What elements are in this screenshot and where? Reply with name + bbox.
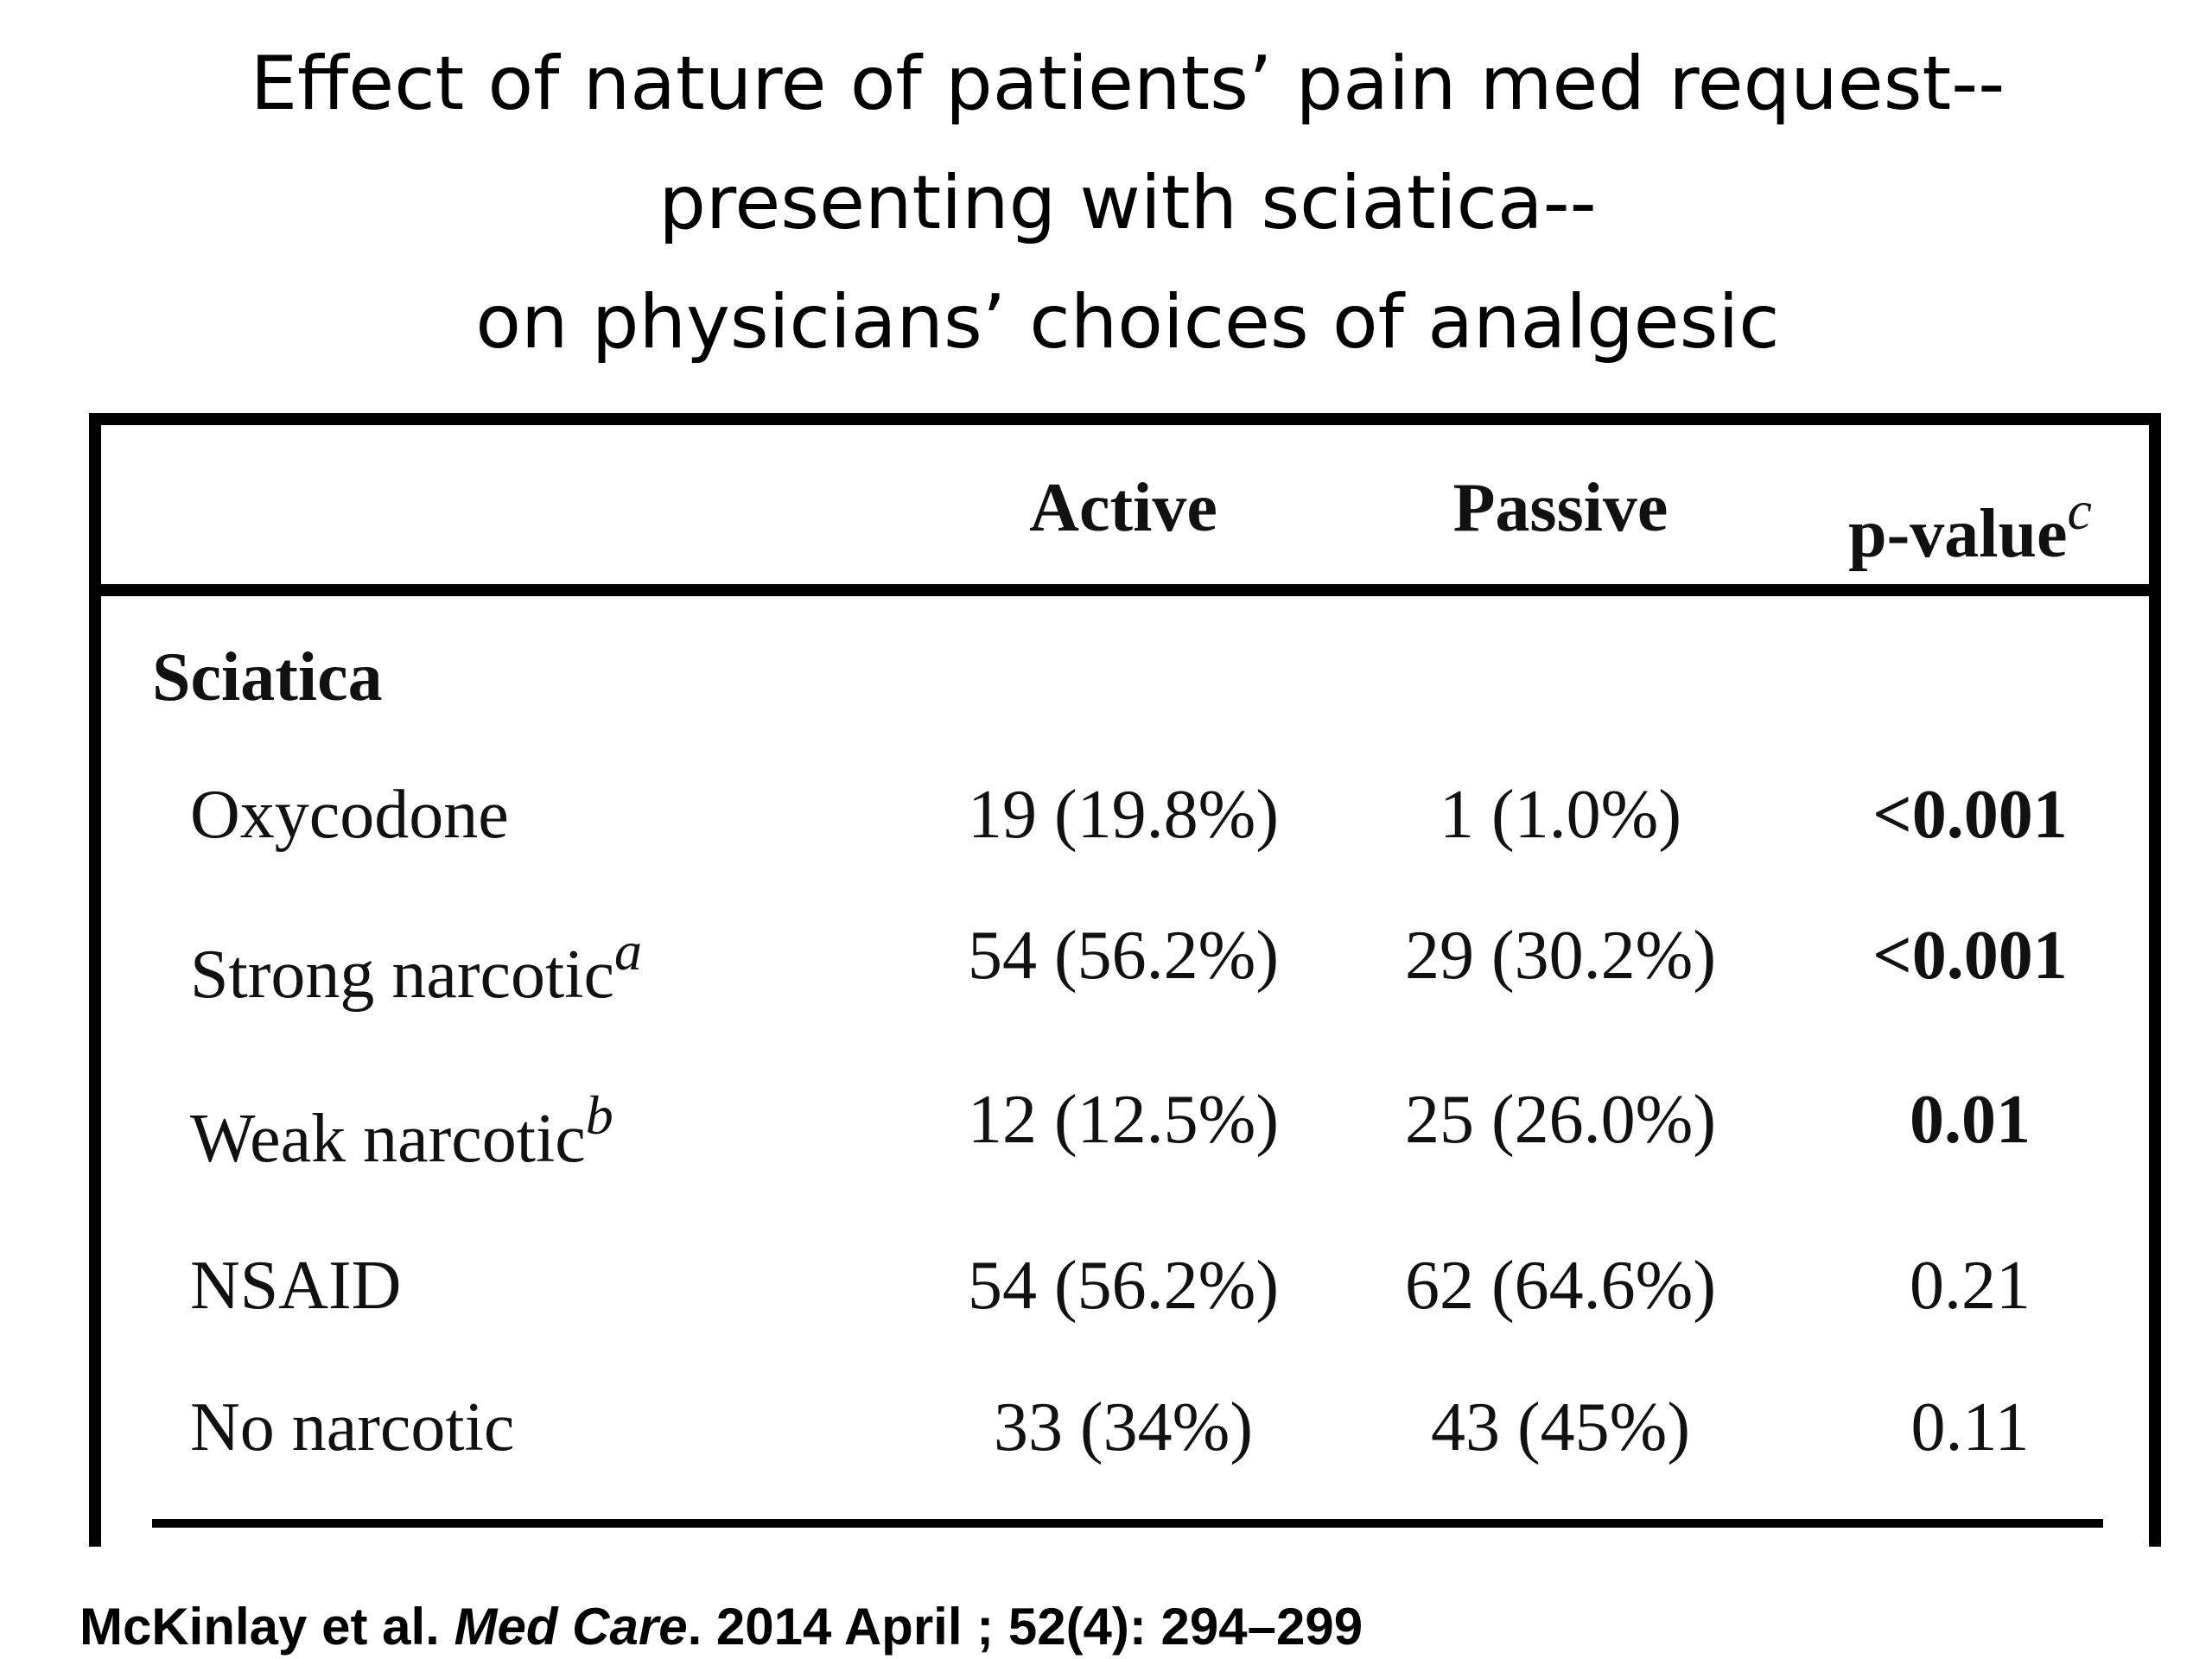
citation-authors: McKinlay et al. [79, 1598, 454, 1656]
row-label-nsaid: NSAID [190, 1248, 402, 1324]
column-header-pvalue: p-valuec [1848, 480, 2092, 572]
cell-no-narcotic-pvalue: 0.11 [1910, 1389, 2030, 1465]
cell-oxycodone-pvalue: <0.001 [1872, 777, 2068, 853]
title-line-3: on physicians’ choices of analgesic [475, 279, 1780, 365]
column-header-active: Active [1029, 470, 1217, 546]
cell-strong-narcotic-pvalue: <0.001 [1872, 918, 2068, 994]
citation: McKinlay et al. Med Care. 2014 April ; 5… [79, 1597, 1363, 1656]
row-label-weak-narcotic: Weak narcoticb [190, 1084, 613, 1177]
cell-strong-narcotic-active: 54 (56.2%) [968, 918, 1279, 994]
slide-title: Effect of nature of patients’ pain med r… [0, 24, 2212, 382]
row-label-strong-narcotic: Strong narcotica [190, 920, 642, 1013]
cell-oxycodone-active: 19 (19.8%) [968, 777, 1279, 853]
cell-strong-narcotic-passive: 29 (30.2%) [1405, 918, 1716, 994]
header-divider [89, 584, 2161, 596]
section-label-sciatica: Sciatica [152, 639, 383, 715]
footnote-marker-b: b [585, 1084, 613, 1146]
cell-nsaid-pvalue: 0.21 [1910, 1248, 2031, 1324]
citation-details: . 2014 April ; 52(4): 294–299 [687, 1598, 1363, 1656]
column-header-passive: Passive [1452, 470, 1669, 546]
title-line-1: Effect of nature of patients’ pain med r… [250, 41, 2005, 127]
cell-weak-narcotic-active: 12 (12.5%) [968, 1082, 1279, 1158]
row-label-no-narcotic: No narcotic [190, 1389, 515, 1465]
cell-weak-narcotic-pvalue: 0.01 [1910, 1082, 2031, 1158]
citation-journal: Med Care [454, 1598, 688, 1656]
cell-oxycodone-passive: 1 (1.0%) [1440, 777, 1681, 853]
results-table-frame [89, 413, 2161, 1547]
footnote-marker-a: a [613, 920, 642, 982]
cell-no-narcotic-passive: 43 (45%) [1431, 1389, 1690, 1465]
title-line-2: presenting with sciatica-- [658, 160, 1597, 246]
cell-no-narcotic-active: 33 (34%) [994, 1389, 1253, 1465]
cell-nsaid-active: 54 (56.2%) [968, 1248, 1279, 1324]
cell-weak-narcotic-passive: 25 (26.0%) [1405, 1082, 1716, 1158]
row-label-oxycodone: Oxycodone [190, 777, 509, 853]
cell-nsaid-passive: 62 (64.6%) [1405, 1248, 1716, 1324]
pvalue-footnote-marker: c [2067, 480, 2092, 541]
table-bottom-rule [152, 1519, 2103, 1528]
